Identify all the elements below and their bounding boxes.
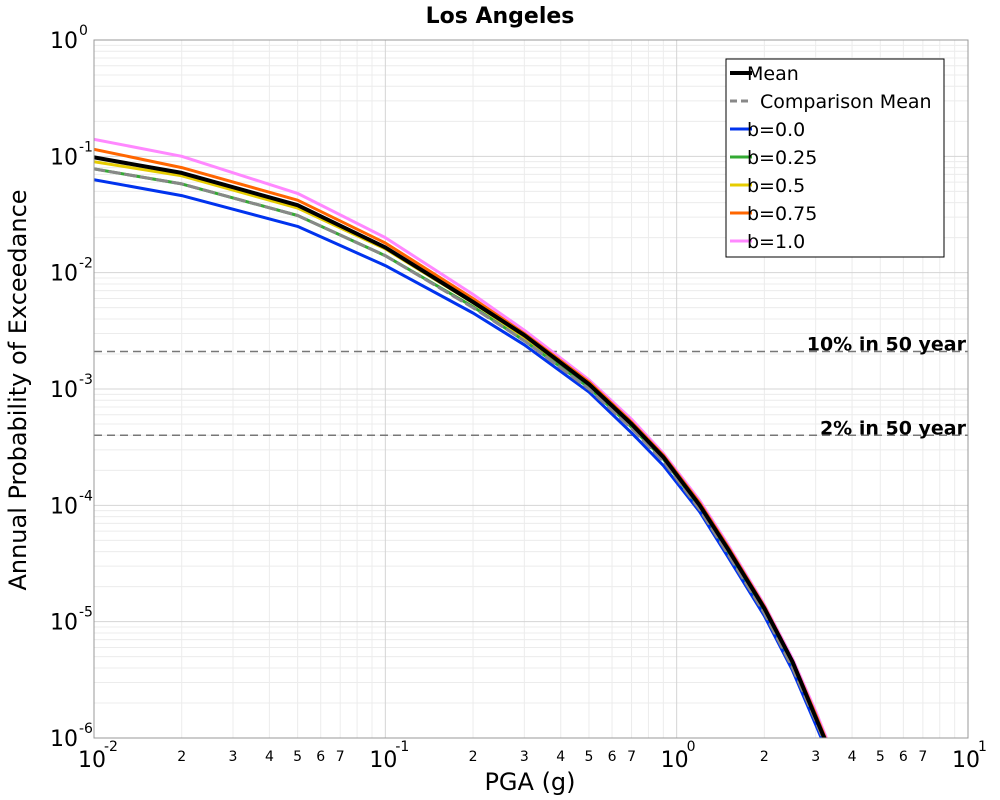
x-minor-tick-label: 3 <box>520 749 529 765</box>
x-minor-tick-label: 4 <box>265 749 274 765</box>
chart-title: Los Angeles <box>426 4 575 29</box>
x-major-tick-exponent: -1 <box>395 739 409 755</box>
x-minor-tick-label: 7 <box>918 749 927 765</box>
x-major-tick-label: 10 <box>78 748 106 773</box>
y-major-tick-exponent: -5 <box>79 605 93 621</box>
y-axis-title: Annual Probability of Exceedance <box>4 189 32 590</box>
y-major-tick-exponent: 0 <box>79 23 88 39</box>
legend: Mean Comparison Mean b=0.0 b=0.25 b=0.5 b=0.7… <box>725 58 945 258</box>
y-major-tick-exponent: -6 <box>79 721 93 737</box>
legend-box <box>725 58 945 258</box>
x-axis-title: PGA (g) <box>484 768 575 796</box>
x-minor-tick-label: 2 <box>469 749 478 765</box>
x-minor-tick-label: 2 <box>760 749 769 765</box>
x-major-tick-exponent: -2 <box>104 739 118 755</box>
y-major-tick-label: 10 <box>50 611 78 636</box>
x-minor-tick-label: 5 <box>876 749 885 765</box>
y-major-tick-label: 10 <box>50 29 78 54</box>
x-minor-tick-label: 6 <box>608 749 617 765</box>
x-major-tick-label: 10 <box>952 748 980 773</box>
y-major-tick-label: 10 <box>50 727 78 752</box>
y-major-tick-exponent: -2 <box>79 256 93 272</box>
x-minor-tick-label: 4 <box>556 749 565 765</box>
reference-line-labels: 10% in 50 year 2% in 50 year <box>807 334 967 440</box>
x-minor-tick-label: 6 <box>316 749 325 765</box>
x-minor-tick-label: 4 <box>848 749 857 765</box>
x-minor-tick-label: 7 <box>627 749 636 765</box>
y-major-tick-label: 10 <box>50 494 78 519</box>
plot-area-frame <box>93 39 969 739</box>
series-line-mean <box>94 155 827 738</box>
x-major-tick-label: 10 <box>369 748 397 773</box>
y-major-tick-label: 10 <box>50 145 78 170</box>
x-major-tick-exponent: 1 <box>978 739 987 755</box>
y-major-tick-exponent: -1 <box>79 139 93 155</box>
x-minor-tick-label: 3 <box>811 749 820 765</box>
reference-line-label: 2% in 50 year <box>820 417 967 439</box>
y-major-tick-exponent: -3 <box>79 372 93 388</box>
legend-item-label: b=0.5 <box>747 175 805 197</box>
legend-item-label: b=0.0 <box>747 119 805 141</box>
x-minor-tick-label: 5 <box>585 749 594 765</box>
y-major-tick-label: 10 <box>50 378 78 403</box>
x-minor-tick-label: 7 <box>336 749 345 765</box>
legend-item-label: Comparison Mean <box>760 91 932 113</box>
x-minor-tick-label: 2 <box>177 749 186 765</box>
x-minor-tick-label: 6 <box>899 749 908 765</box>
y-major-tick-exponent: -4 <box>79 488 93 504</box>
series-line-comparison-mean <box>94 167 825 738</box>
x-major-tick-exponent: 0 <box>687 739 696 755</box>
legend-item-label: b=0.25 <box>747 147 817 169</box>
x-major-tick-label: 10 <box>661 748 689 773</box>
legend-item-label: Mean <box>747 63 799 85</box>
legend-item-label: b=1.0 <box>747 231 805 253</box>
legend-item-label: b=0.75 <box>747 203 817 225</box>
series-layer <box>94 137 829 738</box>
x-minor-tick-label: 5 <box>293 749 302 765</box>
reference-line-label: 10% in 50 year <box>807 334 967 356</box>
x-minor-tick-label: 3 <box>229 749 238 765</box>
y-major-tick-label: 10 <box>50 262 78 287</box>
